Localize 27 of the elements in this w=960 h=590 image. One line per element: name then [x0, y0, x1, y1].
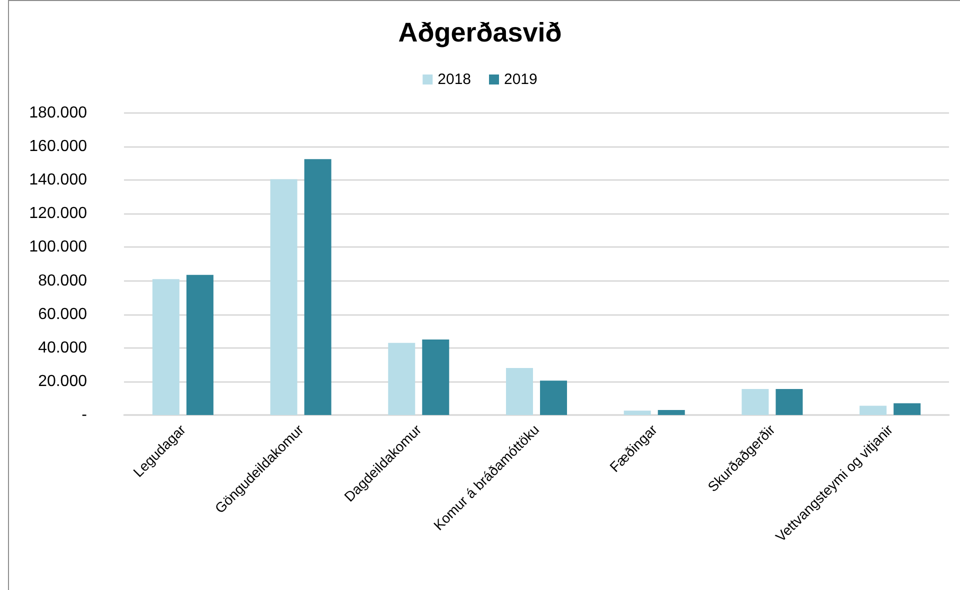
legend-label: 2018 [438, 71, 472, 88]
bar [860, 406, 887, 415]
y-tick-label: 180.000 [29, 104, 88, 122]
bar [742, 388, 769, 415]
y-tick-label: 40.000 [38, 339, 88, 356]
bar [186, 274, 214, 415]
bar [624, 410, 651, 415]
bar [506, 368, 533, 415]
bar [304, 159, 332, 415]
bar [776, 388, 803, 415]
bar [894, 403, 921, 415]
bar [388, 342, 416, 415]
y-tick-label: 140.000 [29, 172, 88, 189]
y-tick-label: 80.000 [38, 272, 88, 290]
legend-label: 2019 [504, 71, 538, 88]
y-tick-label: 160.000 [29, 138, 88, 156]
bar [152, 279, 180, 415]
y-tick-label: 20.000 [38, 372, 88, 390]
bar [540, 380, 568, 415]
bar [422, 340, 450, 415]
bar [270, 179, 298, 415]
y-tick-label: - [82, 406, 87, 424]
bar [658, 410, 685, 415]
chart-title: Aðgerðasvið [398, 18, 562, 48]
y-tick-label: 120.000 [29, 205, 88, 222]
y-tick-label: 60.000 [38, 306, 88, 323]
y-tick-label: 100.000 [29, 238, 88, 256]
